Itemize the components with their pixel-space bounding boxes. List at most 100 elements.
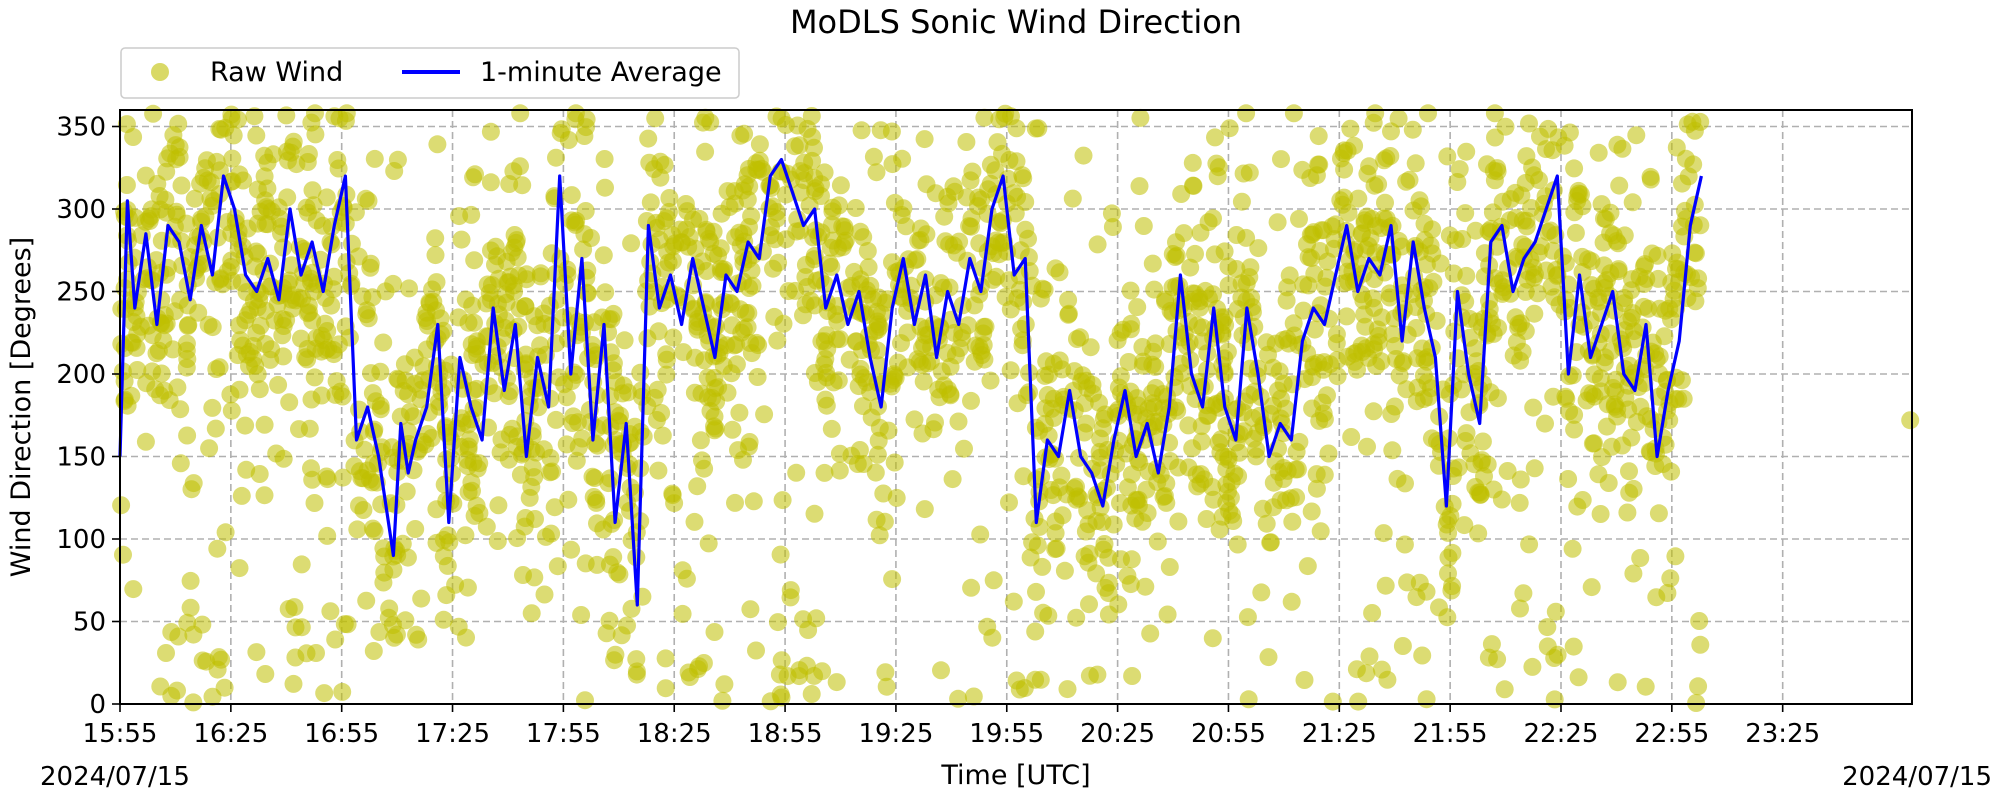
raw-wind-point [203, 398, 222, 417]
raw-wind-point [686, 239, 705, 258]
raw-wind-point [567, 451, 586, 470]
raw-wind-point [955, 439, 973, 458]
raw-wind-point [595, 150, 614, 168]
raw-wind-point [578, 284, 597, 303]
raw-wind-point [766, 230, 784, 249]
raw-wind-point [1619, 400, 1638, 419]
raw-wind-point [976, 317, 995, 336]
raw-wind-point [192, 210, 211, 228]
raw-wind-point [363, 519, 382, 538]
raw-wind-point [779, 282, 798, 301]
raw-wind-point [1389, 109, 1408, 128]
raw-wind-point [534, 304, 553, 323]
raw-wind-point [1636, 677, 1655, 696]
raw-wind-point [566, 104, 585, 123]
raw-wind-point [1103, 218, 1122, 236]
raw-wind-point [489, 496, 508, 515]
raw-wind-point [726, 228, 745, 247]
raw-wind-point [1088, 665, 1107, 684]
raw-wind-point [313, 216, 332, 235]
raw-wind-point [1393, 637, 1412, 655]
raw-wind-point [738, 318, 757, 337]
raw-wind-point [647, 213, 665, 232]
raw-wind-point [215, 678, 234, 697]
raw-wind-point [1461, 444, 1480, 463]
raw-wind-point [1591, 505, 1610, 523]
raw-wind-point [1215, 365, 1234, 384]
raw-wind-point [178, 426, 197, 445]
raw-wind-point [1566, 223, 1585, 242]
raw-wind-point [988, 133, 1007, 152]
x-tick-label: 21:25 [1302, 719, 1377, 749]
raw-wind-point [302, 269, 320, 288]
raw-wind-point [543, 462, 561, 481]
raw-wind-point [1079, 515, 1098, 534]
raw-wind-point [1678, 289, 1697, 308]
raw-wind-point [535, 585, 554, 604]
raw-wind-point [964, 687, 983, 706]
raw-wind-point [428, 135, 447, 154]
raw-wind-point [361, 254, 380, 273]
raw-wind-point [1385, 397, 1404, 416]
raw-wind-point [896, 217, 915, 236]
raw-wind-point [1397, 172, 1416, 191]
raw-wind-point [981, 174, 1000, 193]
raw-wind-point [1050, 263, 1069, 282]
raw-wind-point [1541, 221, 1560, 240]
raw-wind-point [1088, 235, 1107, 254]
raw-wind-point [1193, 332, 1212, 351]
raw-wind-point [1478, 155, 1496, 174]
raw-wind-point [503, 419, 522, 438]
raw-wind-point [355, 440, 374, 459]
x-tick-label: 17:25 [415, 719, 490, 749]
raw-wind-point [434, 547, 453, 566]
raw-wind-point [1244, 429, 1263, 448]
raw-wind-point [1198, 406, 1217, 425]
raw-wind-point [112, 496, 131, 515]
raw-wind-point [1683, 112, 1702, 131]
raw-wind-point [218, 262, 237, 281]
raw-wind-point [1673, 174, 1691, 193]
date-left: 2024/07/15 [40, 762, 190, 792]
raw-wind-point [688, 477, 707, 496]
raw-wind-point [199, 315, 218, 334]
raw-wind-point [1625, 322, 1643, 341]
raw-wind-point [1666, 547, 1685, 566]
raw-wind-point [774, 314, 793, 333]
raw-wind-point [463, 296, 482, 315]
raw-wind-point [1595, 353, 1614, 372]
plot-frame [119, 109, 1913, 705]
raw-wind-point [189, 303, 208, 322]
raw-wind-point [1631, 549, 1650, 567]
raw-wind-point [1309, 155, 1328, 174]
raw-wind-point [450, 207, 469, 226]
raw-wind-point [1242, 288, 1261, 307]
raw-wind-point [222, 401, 241, 420]
raw-wind-point [1156, 290, 1175, 309]
raw-wind-point [1068, 330, 1086, 348]
raw-wind-point [1183, 153, 1202, 172]
raw-wind-point [414, 357, 433, 376]
raw-wind-point [1667, 259, 1685, 278]
raw-wind-point [467, 332, 486, 351]
raw-wind-point [505, 238, 524, 257]
raw-wind-point [413, 432, 432, 451]
raw-wind-point [1334, 144, 1353, 163]
x-tick-label: 20:55 [1191, 719, 1266, 749]
raw-wind-point [1510, 493, 1529, 512]
raw-wind-point [664, 328, 683, 347]
raw-wind-point [601, 387, 620, 406]
raw-wind-point [1017, 386, 1036, 405]
raw-wind-point [827, 330, 846, 349]
raw-wind-point [274, 317, 293, 335]
raw-wind-point [823, 202, 842, 221]
raw-wind-point [1023, 533, 1042, 552]
raw-wind-point [1269, 381, 1287, 400]
x-tick-label: 19:55 [969, 719, 1044, 749]
y-tick-label: 200 [56, 360, 106, 390]
raw-wind-point [685, 512, 704, 531]
raw-wind-point [1169, 512, 1188, 531]
raw-wind-point [1318, 252, 1337, 271]
raw-wind-point [562, 540, 581, 559]
raw-wind-point [1667, 138, 1686, 157]
